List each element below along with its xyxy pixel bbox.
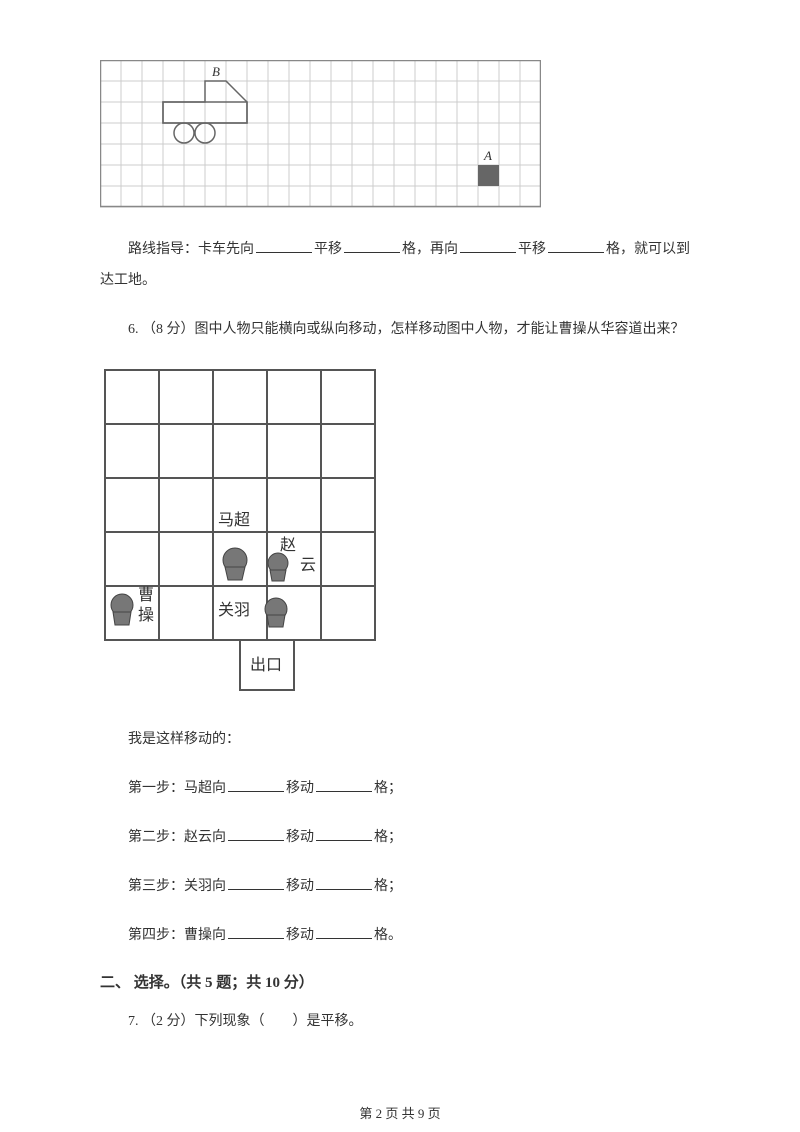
svg-text:曹: 曹: [138, 586, 154, 604]
step-2: 第二步：赵云向移动格；: [100, 823, 700, 854]
q5-instruction: 路线指导：卡车先向平移格，再向平移格，就可以到达工地。: [100, 235, 700, 297]
step-3: 第三步：关羽向移动格；: [100, 872, 700, 903]
step3-dir[interactable]: [228, 876, 284, 890]
svg-text:关羽: 关羽: [218, 601, 250, 619]
q5-prefix: 路线指导：卡车先向: [128, 242, 254, 257]
huarong-diagram: 马超 赵 云 关羽 曹 操 出口: [100, 365, 380, 700]
blank-count2[interactable]: [548, 239, 604, 253]
step4-count[interactable]: [316, 925, 372, 939]
step3-count[interactable]: [316, 876, 372, 890]
step-1: 第一步：马超向移动格；: [100, 774, 700, 805]
section-2-title: 二、 选择。（共 5 题；共 10 分）: [100, 971, 700, 992]
label-b: B: [212, 64, 220, 79]
q7-prompt: 7. （2 分）下列现象（ ）是平移。: [100, 1007, 700, 1038]
page-footer: 第 2 页 共 9 页: [0, 1103, 800, 1122]
label-a: A: [483, 148, 492, 163]
blank-dir2[interactable]: [460, 239, 516, 253]
truck-grid-diagram: B A: [100, 60, 550, 205]
svg-text:赵: 赵: [280, 536, 296, 554]
q6-prompt: 6. （8 分）图中人物只能横向或纵向移动，怎样移动图中人物，才能让曹操从华容道…: [100, 315, 700, 346]
svg-text:马超: 马超: [218, 511, 250, 529]
step2-dir[interactable]: [228, 827, 284, 841]
svg-text:云: 云: [300, 557, 316, 574]
step1-dir[interactable]: [228, 778, 284, 792]
svg-text:操: 操: [138, 606, 154, 624]
step1-count[interactable]: [316, 778, 372, 792]
q6-intro: 我是这样移动的：: [100, 725, 700, 756]
blank-count1[interactable]: [344, 239, 400, 253]
svg-text:出口: 出口: [250, 656, 282, 674]
step2-count[interactable]: [316, 827, 372, 841]
blank-dir1[interactable]: [256, 239, 312, 253]
step-4: 第四步：曹操向移动格。: [100, 921, 700, 952]
step4-dir[interactable]: [228, 925, 284, 939]
